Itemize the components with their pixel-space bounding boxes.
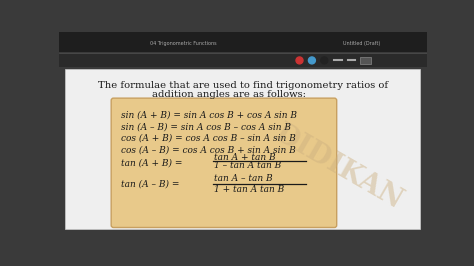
Text: The formulae that are used to find trigonometry ratios of: The formulae that are used to find trigo… [98, 81, 388, 90]
FancyBboxPatch shape [59, 53, 427, 67]
Text: Untitled (Draft): Untitled (Draft) [343, 41, 380, 46]
Text: addition angles are as follows:: addition angles are as follows: [152, 90, 306, 99]
Circle shape [296, 57, 303, 64]
Text: tan A + tan B: tan A + tan B [214, 153, 276, 162]
FancyBboxPatch shape [360, 57, 371, 64]
Text: DIDIKAN: DIDIKAN [269, 120, 407, 215]
Text: tan A – tan B: tan A – tan B [214, 174, 273, 184]
Text: tan (A – B) =: tan (A – B) = [121, 180, 180, 189]
FancyBboxPatch shape [59, 32, 427, 52]
Text: 1 – tan A tan B: 1 – tan A tan B [214, 161, 282, 171]
Text: sin (A – B) = sin A cos B – cos A sin B: sin (A – B) = sin A cos B – cos A sin B [121, 122, 291, 131]
FancyBboxPatch shape [111, 98, 337, 227]
Text: sin (A + B) = sin A cos B + cos A sin B: sin (A + B) = sin A cos B + cos A sin B [121, 111, 297, 120]
Text: tan (A + B) =: tan (A + B) = [121, 158, 182, 167]
Text: 1 + tan A tan B: 1 + tan A tan B [214, 185, 284, 193]
FancyBboxPatch shape [65, 69, 420, 229]
Text: 04 Trigonometric Functions: 04 Trigonometric Functions [150, 41, 217, 46]
Circle shape [309, 57, 315, 64]
Text: cos (A – B) = cos A cos B + sin A sin B: cos (A – B) = cos A cos B + sin A sin B [121, 145, 296, 154]
Circle shape [321, 57, 328, 64]
Text: cos (A + B) = cos A cos B – sin A sin B: cos (A + B) = cos A cos B – sin A sin B [121, 134, 296, 143]
